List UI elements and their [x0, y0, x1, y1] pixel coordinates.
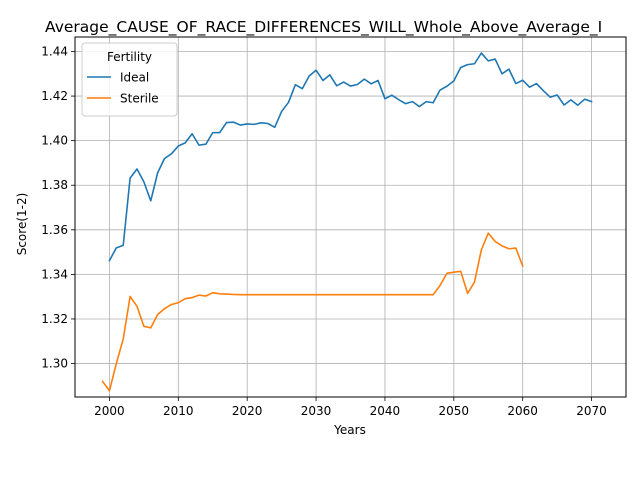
x-axis-label: Years: [333, 423, 366, 437]
x-tick-label: 2010: [163, 404, 194, 418]
grid-lines: [75, 37, 626, 397]
y-tick-label: 1.30: [41, 357, 68, 371]
x-tick-label: 2060: [507, 404, 538, 418]
legend-label-sterile: Sterile: [120, 92, 159, 106]
x-tick-label: 2040: [370, 404, 401, 418]
y-tick-label: 1.40: [41, 134, 68, 148]
x-tick-label: 2070: [576, 404, 607, 418]
chart-title: Average_CAUSE_OF_RACE_DIFFERENCES_WILL_W…: [45, 18, 602, 37]
y-tick-label: 1.44: [41, 44, 68, 58]
x-tick-label: 2000: [94, 404, 125, 418]
series-lines: [101, 52, 593, 392]
y-tick-label: 1.42: [41, 89, 68, 103]
legend-label-ideal: Ideal: [120, 71, 149, 85]
x-axis-ticks: 2000 2010 2020 2030 2040 2050 2060 2070: [94, 397, 607, 418]
legend: Fertility Ideal Sterile: [81, 42, 178, 117]
x-tick-label: 2050: [439, 404, 470, 418]
series-line-ideal: [108, 52, 593, 262]
y-tick-label: 1.34: [41, 267, 68, 281]
series-line-sterile: [101, 232, 524, 392]
legend-title: Fertility: [107, 50, 152, 64]
y-tick-label: 1.38: [41, 178, 68, 192]
y-tick-label: 1.36: [41, 223, 68, 237]
x-tick-label: 2030: [301, 404, 332, 418]
plot-frame: [74, 36, 627, 398]
y-axis-label: Score(1-2): [15, 193, 29, 256]
y-tick-label: 1.32: [41, 312, 68, 326]
y-axis-ticks: 1.30 1.32 1.34 1.36 1.38 1.40 1.42 1.44: [41, 44, 75, 371]
x-tick-label: 2020: [232, 404, 263, 418]
